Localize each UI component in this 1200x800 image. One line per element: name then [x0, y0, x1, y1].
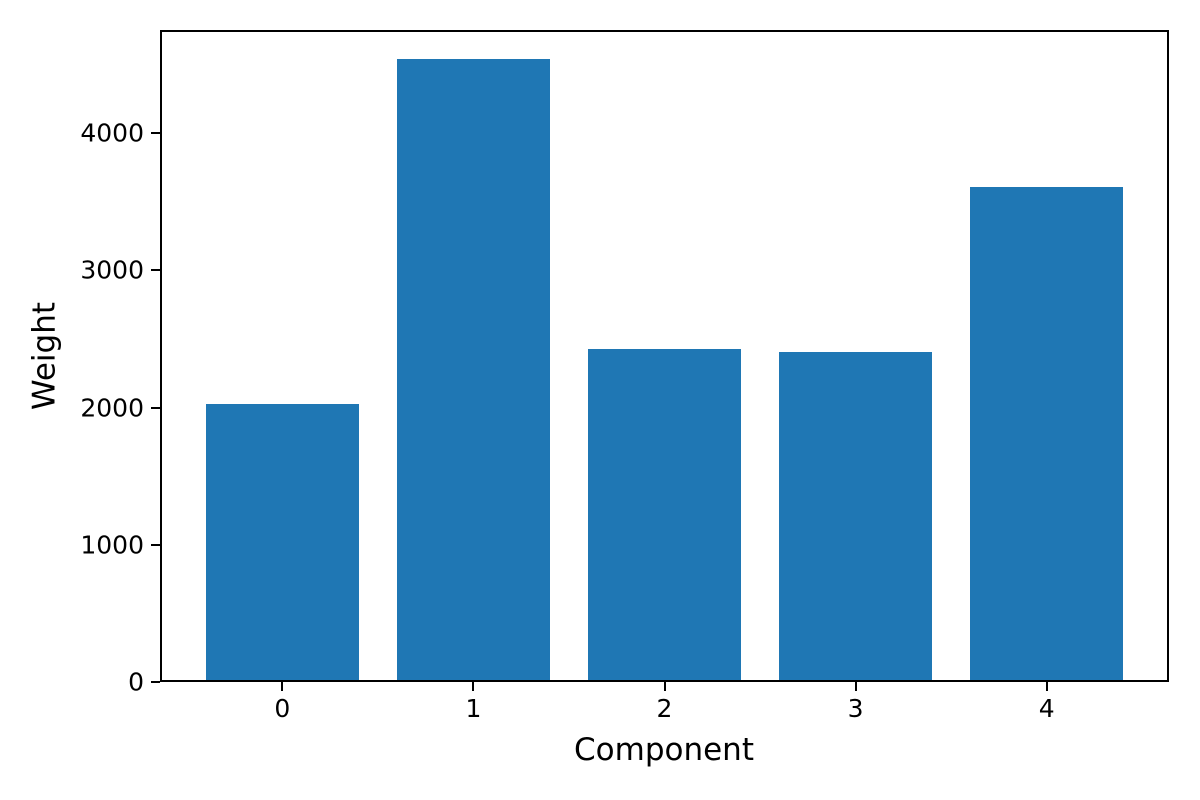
x-tick-label: 0	[274, 694, 291, 723]
x-tick-label: 2	[656, 694, 673, 723]
x-tick-label: 3	[847, 694, 864, 723]
x-tick-mark	[281, 682, 284, 691]
bar-component-2	[588, 348, 741, 680]
x-tick-mark	[472, 682, 475, 691]
bar-component-1	[396, 59, 550, 680]
bars-layer	[160, 30, 1169, 682]
y-tick-mark	[151, 132, 160, 135]
y-tick-label: 4000	[80, 118, 144, 148]
y-tick-mark	[151, 543, 160, 546]
x-axis-label: Component	[574, 732, 754, 768]
y-tick-mark	[151, 406, 160, 409]
y-tick-label: 2000	[80, 393, 144, 423]
x-tick-label: 1	[465, 694, 482, 723]
bar-component-0	[205, 404, 359, 680]
x-tick-label: 4	[1038, 694, 1055, 723]
y-tick-mark	[151, 681, 160, 683]
y-tick-mark	[151, 269, 160, 272]
y-tick-label: 1000	[80, 530, 144, 560]
y-tick-label: 0	[128, 667, 144, 697]
y-tick-label: 3000	[80, 255, 144, 285]
bar-component-4	[970, 187, 1124, 680]
x-tick-mark	[663, 682, 666, 691]
bar-component-3	[779, 352, 933, 680]
y-axis-label: Weight	[26, 301, 63, 411]
x-tick-mark	[1045, 682, 1048, 691]
x-tick-mark	[854, 682, 857, 691]
